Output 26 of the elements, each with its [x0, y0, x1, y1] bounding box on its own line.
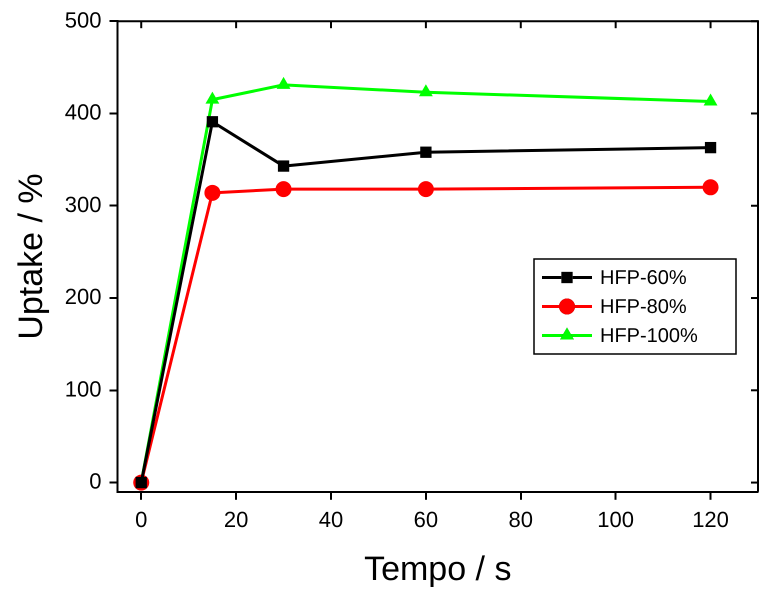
- x-tick-label: 40: [318, 507, 344, 532]
- y-tick-label: 500: [64, 7, 102, 32]
- y-tick-label: 100: [64, 376, 102, 402]
- x-tick-label: 100: [597, 507, 634, 532]
- y-tick-label: 400: [64, 100, 102, 125]
- y-tick-label: 0: [89, 468, 102, 494]
- y-tick-label: 200: [64, 284, 102, 310]
- point: [702, 179, 719, 196]
- point: [278, 160, 290, 172]
- point: [276, 181, 292, 198]
- y-tick-label: 300: [64, 192, 102, 217]
- x-tick-label: 60: [414, 507, 438, 532]
- x-tick-label: 120: [692, 507, 729, 532]
- y-axis-title: Uptake / %: [12, 173, 50, 340]
- legend-label: HFP-60%: [600, 267, 687, 290]
- point: [420, 146, 432, 158]
- x-tick-label: 0: [135, 507, 148, 532]
- point: [204, 184, 220, 201]
- legend-label: HFP-80%: [600, 296, 687, 318]
- point: [704, 142, 716, 154]
- x-tick-label: 20: [224, 507, 248, 532]
- x-tick-label: 80: [508, 507, 534, 532]
- x-axis-title: Tempo / s: [364, 550, 512, 588]
- legend-label: HFP-100%: [600, 325, 698, 348]
- point: [206, 116, 218, 128]
- point: [418, 181, 434, 198]
